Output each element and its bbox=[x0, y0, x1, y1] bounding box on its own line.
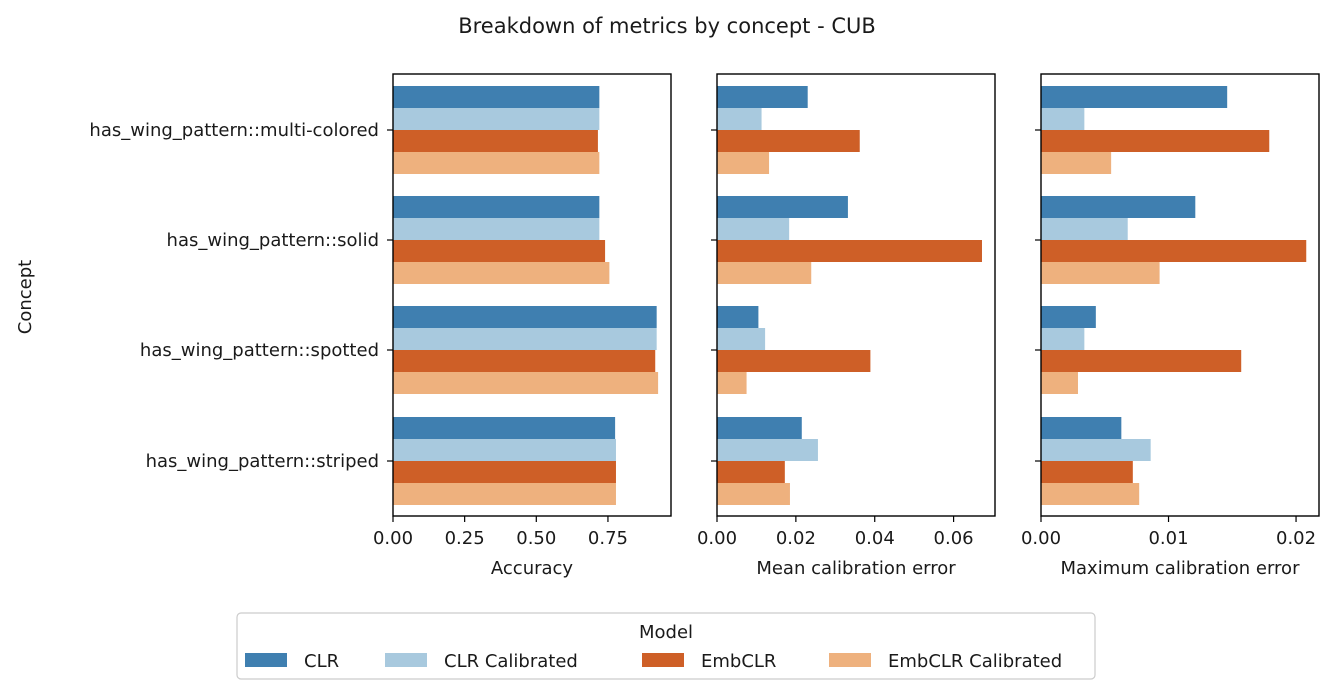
bar-clr-calibrated-has-wing-pattern-striped bbox=[393, 439, 616, 461]
axes-frame bbox=[1040, 73, 1320, 517]
panel-mean-calibration-error: 0.00 0.02 0.04 0.06 Mean calibration error bbox=[697, 73, 996, 579]
figure-title: Breakdown of metrics by concept - CUB bbox=[458, 14, 876, 38]
bar-embclr-has-wing-pattern-solid bbox=[393, 240, 606, 262]
bar-embclr-calibrated-has-wing-pattern-spotted bbox=[717, 372, 747, 394]
y-tick-label: has_wing_pattern::striped bbox=[146, 451, 379, 472]
axes-frame bbox=[716, 73, 996, 517]
bar-embclr-has-wing-pattern-solid bbox=[717, 240, 982, 262]
legend: Model CLR CLR Calibrated EmbCLR EmbCLR Calib… bbox=[236, 612, 1096, 680]
bar-clr-calibrated-has-wing-pattern-multi-colored bbox=[393, 108, 600, 130]
bar-clr-has-wing-pattern-spotted bbox=[717, 306, 759, 328]
bar-clr-calibrated-has-wing-pattern-solid bbox=[1041, 218, 1128, 240]
y-axis-label: Concept bbox=[15, 260, 36, 334]
y-tick-label: has_wing_pattern::spotted bbox=[140, 340, 379, 361]
bar-embclr-has-wing-pattern-striped bbox=[717, 461, 785, 483]
legend-frame bbox=[236, 612, 1096, 680]
bar-embclr-calibrated-has-wing-pattern-solid bbox=[717, 262, 812, 284]
axes-frame bbox=[392, 73, 672, 517]
bar-clr-calibrated-has-wing-pattern-spotted bbox=[393, 328, 657, 350]
x-tick-label: 0.06 bbox=[934, 528, 974, 549]
legend-swatch-clr-calibrated bbox=[385, 653, 427, 667]
y-tick-label: has_wing_pattern::multi-colored bbox=[89, 120, 379, 141]
bar-clr-has-wing-pattern-multi-colored bbox=[393, 86, 600, 108]
bar-embclr-calibrated-has-wing-pattern-solid bbox=[1041, 262, 1160, 284]
x-tick-label: 0.50 bbox=[516, 528, 556, 549]
y-tick-label: has_wing_pattern::solid bbox=[167, 230, 379, 251]
bar-embclr-has-wing-pattern-multi-colored bbox=[393, 130, 598, 152]
legend-swatch-clr bbox=[245, 653, 287, 667]
legend-title: Model bbox=[639, 622, 693, 643]
bar-embclr-has-wing-pattern-spotted bbox=[717, 350, 871, 372]
legend-swatch-embclr bbox=[642, 653, 684, 667]
bar-embclr-calibrated-has-wing-pattern-striped bbox=[717, 483, 790, 505]
bar-clr-has-wing-pattern-solid bbox=[717, 196, 848, 218]
bar-embclr-has-wing-pattern-striped bbox=[393, 461, 616, 483]
bar-clr-has-wing-pattern-spotted bbox=[393, 306, 657, 328]
x-tick-label: 0.02 bbox=[776, 528, 816, 549]
bar-clr-calibrated-has-wing-pattern-spotted bbox=[717, 328, 766, 350]
panel-accuracy: 0.00 0.25 0.50 0.75 Accuracy has_wing_pattern… bbox=[89, 73, 672, 579]
x-tick-label: 0.02 bbox=[1276, 528, 1316, 549]
bar-embclr-has-wing-pattern-spotted bbox=[393, 350, 656, 372]
x-tick-label: 0.25 bbox=[445, 528, 485, 549]
x-tick-label: 0.00 bbox=[373, 528, 413, 549]
legend-swatch-embclr-calibrated bbox=[829, 653, 871, 667]
bar-clr-has-wing-pattern-spotted bbox=[1041, 306, 1096, 328]
bar-clr-calibrated-has-wing-pattern-striped bbox=[1041, 439, 1151, 461]
bar-clr-calibrated-has-wing-pattern-multi-colored bbox=[1041, 108, 1085, 130]
bar-embclr-calibrated-has-wing-pattern-spotted bbox=[393, 372, 659, 394]
legend-label-clr-calibrated: CLR Calibrated bbox=[444, 651, 578, 672]
x-tick-label: 0.75 bbox=[588, 528, 628, 549]
bar-clr-has-wing-pattern-multi-colored bbox=[717, 86, 808, 108]
x-tick-label: 0.01 bbox=[1148, 528, 1188, 549]
bar-embclr-has-wing-pattern-multi-colored bbox=[717, 130, 860, 152]
bar-embclr-calibrated-has-wing-pattern-striped bbox=[1041, 483, 1140, 505]
x-tick-label: 0.04 bbox=[855, 528, 895, 549]
x-axis-label: Mean calibration error bbox=[756, 558, 956, 579]
bar-clr-calibrated-has-wing-pattern-solid bbox=[393, 218, 600, 240]
bar-clr-calibrated-has-wing-pattern-solid bbox=[717, 218, 790, 240]
bar-clr-has-wing-pattern-striped bbox=[393, 417, 616, 439]
bar-embclr-calibrated-has-wing-pattern-multi-colored bbox=[1041, 152, 1112, 174]
bar-embclr-has-wing-pattern-solid bbox=[1041, 240, 1307, 262]
x-axis-label: Maximum calibration error bbox=[1061, 558, 1301, 579]
bar-embclr-has-wing-pattern-multi-colored bbox=[1041, 130, 1270, 152]
bar-clr-has-wing-pattern-solid bbox=[393, 196, 600, 218]
bar-embclr-calibrated-has-wing-pattern-striped bbox=[393, 483, 616, 505]
x-tick-label: 0.00 bbox=[697, 528, 737, 549]
bar-embclr-calibrated-has-wing-pattern-solid bbox=[393, 262, 610, 284]
chart-panels: 0.00 0.25 0.50 0.75 Accuracy has_wing_pattern… bbox=[89, 73, 1320, 579]
legend-label-embclr: EmbCLR bbox=[701, 651, 776, 672]
legend-label-clr: CLR bbox=[304, 651, 339, 672]
panel-maximum-calibration-error: 0.00 0.01 0.02 Maximum calibration error bbox=[1021, 73, 1320, 579]
x-tick-label: 0.00 bbox=[1021, 528, 1061, 549]
bar-clr-has-wing-pattern-multi-colored bbox=[1041, 86, 1228, 108]
bar-clr-has-wing-pattern-striped bbox=[717, 417, 802, 439]
bar-clr-has-wing-pattern-solid bbox=[1041, 196, 1196, 218]
x-axis-label: Accuracy bbox=[491, 558, 574, 579]
bar-clr-calibrated-has-wing-pattern-spotted bbox=[1041, 328, 1085, 350]
bar-embclr-has-wing-pattern-spotted bbox=[1041, 350, 1242, 372]
bar-embclr-has-wing-pattern-striped bbox=[1041, 461, 1133, 483]
bar-clr-has-wing-pattern-striped bbox=[1041, 417, 1122, 439]
bar-embclr-calibrated-has-wing-pattern-multi-colored bbox=[393, 152, 600, 174]
bar-clr-calibrated-has-wing-pattern-striped bbox=[717, 439, 818, 461]
legend-label-embclr-calibrated: EmbCLR Calibrated bbox=[888, 651, 1062, 672]
bar-embclr-calibrated-has-wing-pattern-spotted bbox=[1041, 372, 1078, 394]
bar-clr-calibrated-has-wing-pattern-multi-colored bbox=[717, 108, 762, 130]
bar-embclr-calibrated-has-wing-pattern-multi-colored bbox=[717, 152, 770, 174]
